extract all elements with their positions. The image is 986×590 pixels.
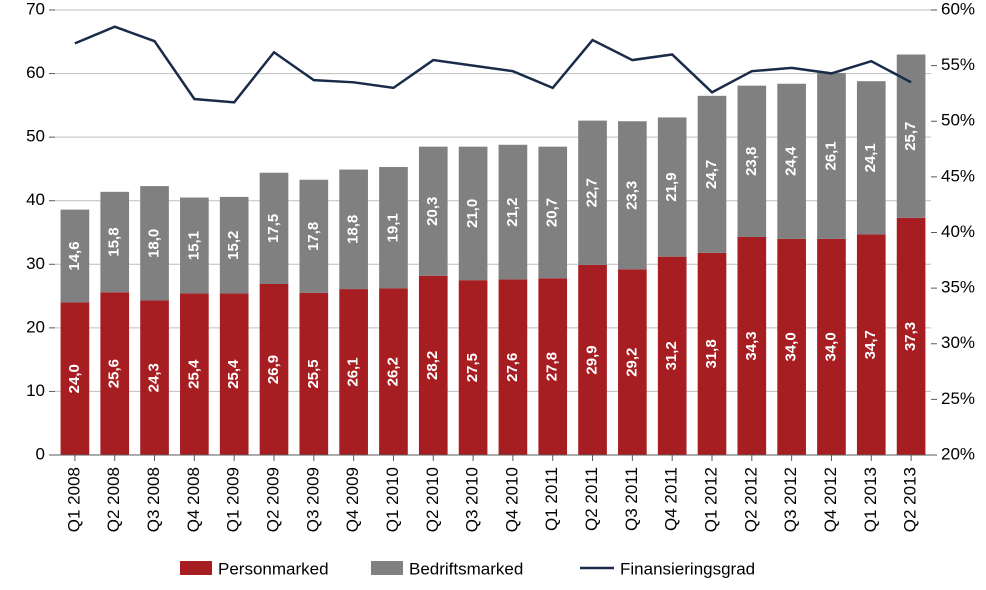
x-category-label: Q1 2013 xyxy=(861,467,880,532)
bar-label-bedriftsmarked: 23,3 xyxy=(623,181,640,210)
bar-label-personmarked: 31,2 xyxy=(663,341,680,370)
x-category-label: Q4 2010 xyxy=(502,467,521,532)
bar-label-bedriftsmarked: 19,1 xyxy=(384,213,401,242)
y-left-tick: 70 xyxy=(26,0,45,18)
y-left-tick: 20 xyxy=(26,317,45,336)
bar-label-personmarked: 26,9 xyxy=(265,355,282,384)
x-category-label: Q2 2011 xyxy=(582,467,601,531)
x-category-label: Q4 2012 xyxy=(821,467,840,532)
bar-label-personmarked: 26,2 xyxy=(384,357,401,386)
x-category-label: Q1 2011 xyxy=(542,467,561,531)
bar-label-bedriftsmarked: 25,7 xyxy=(902,122,919,151)
x-category-label: Q2 2008 xyxy=(104,467,123,532)
bar-label-personmarked: 29,9 xyxy=(584,345,601,374)
bar-label-personmarked: 27,5 xyxy=(464,353,481,382)
x-category-label: Q3 2012 xyxy=(781,467,800,532)
bar-label-personmarked: 26,1 xyxy=(345,357,362,386)
bar-label-bedriftsmarked: 21,2 xyxy=(504,198,521,227)
legend-bedriftsmarked-label: Bedriftsmarked xyxy=(409,559,523,578)
bar-label-bedriftsmarked: 24,1 xyxy=(862,143,879,172)
bar-label-personmarked: 34,7 xyxy=(862,330,879,359)
bar-label-personmarked: 31,8 xyxy=(703,339,720,368)
bar-label-bedriftsmarked: 26,1 xyxy=(822,141,839,170)
bar-label-bedriftsmarked: 14,6 xyxy=(66,241,83,270)
bar-label-personmarked: 25,4 xyxy=(225,359,242,389)
bar-label-bedriftsmarked: 20,7 xyxy=(544,198,561,227)
y-left-tick: 50 xyxy=(26,127,45,146)
bar-label-personmarked: 25,6 xyxy=(106,359,123,388)
x-category-label: Q2 2009 xyxy=(263,467,282,532)
y-left-tick: 40 xyxy=(26,190,45,209)
y-left-tick: 10 xyxy=(26,381,45,400)
x-category-label: Q1 2008 xyxy=(64,467,83,532)
bar-label-personmarked: 27,8 xyxy=(544,352,561,381)
chart: 24,0 14,6 25,6 15,8 24,3 18,0 25,4 15,1 25,4 15,2… xyxy=(0,0,986,590)
bar-label-bedriftsmarked: 23,8 xyxy=(743,147,760,176)
x-category-label: Q3 2008 xyxy=(144,467,163,532)
bar-label-bedriftsmarked: 24,4 xyxy=(783,146,800,176)
y-right-tick: 60% xyxy=(941,0,975,18)
x-category-label: Q2 2013 xyxy=(901,467,920,532)
bar-label-personmarked: 34,0 xyxy=(822,332,839,361)
y-right-tick: 55% xyxy=(941,55,975,74)
legend-bedriftsmarked-swatch xyxy=(371,561,403,575)
bar-label-bedriftsmarked: 20,3 xyxy=(424,197,441,226)
bar-label-bedriftsmarked: 18,8 xyxy=(345,215,362,244)
bar-label-bedriftsmarked: 24,7 xyxy=(703,160,720,189)
bar-label-personmarked: 34,0 xyxy=(783,332,800,361)
x-category-label: Q3 2010 xyxy=(463,467,482,532)
bar-label-bedriftsmarked: 15,1 xyxy=(185,231,202,260)
legend-personmarked-swatch xyxy=(180,561,212,575)
y-left-tick: 60 xyxy=(26,63,45,82)
bar-label-personmarked: 24,3 xyxy=(146,363,163,392)
bar-label-bedriftsmarked: 22,7 xyxy=(584,178,601,207)
x-category-label: Q4 2008 xyxy=(184,467,203,532)
x-category-label: Q1 2012 xyxy=(701,467,720,532)
x-category-label: Q3 2009 xyxy=(303,467,322,532)
y-right-tick: 40% xyxy=(941,222,975,241)
x-category-label: Q1 2009 xyxy=(224,467,243,532)
x-category-label: Q2 2012 xyxy=(741,467,760,532)
bar-label-personmarked: 34,3 xyxy=(743,331,760,360)
bar-label-bedriftsmarked: 18,0 xyxy=(146,229,163,258)
y-right-tick: 20% xyxy=(941,444,975,463)
bar-label-personmarked: 24,0 xyxy=(66,364,83,393)
legend-personmarked-label: Personmarked xyxy=(218,559,329,578)
legend-finansieringsgrad-label: Finansieringsgrad xyxy=(620,559,755,578)
x-category-label: Q4 2009 xyxy=(343,467,362,532)
y-left-tick: 30 xyxy=(26,254,45,273)
bar-label-bedriftsmarked: 17,5 xyxy=(265,214,282,243)
bar-label-personmarked: 27,6 xyxy=(504,353,521,382)
y-right-tick: 25% xyxy=(941,389,975,408)
bar-label-personmarked: 29,2 xyxy=(623,348,640,377)
y-left-tick: 0 xyxy=(36,444,45,463)
bar-label-bedriftsmarked: 17,8 xyxy=(305,222,322,251)
bar-label-personmarked: 25,4 xyxy=(185,359,202,389)
y-right-tick: 35% xyxy=(941,278,975,297)
x-category-label: Q1 2010 xyxy=(383,467,402,532)
y-right-tick: 30% xyxy=(941,333,975,352)
x-category-label: Q4 2011 xyxy=(662,467,681,531)
bar-label-bedriftsmarked: 15,2 xyxy=(225,231,242,260)
y-right-tick: 50% xyxy=(941,111,975,130)
bar-label-personmarked: 37,3 xyxy=(902,322,919,351)
bar-label-bedriftsmarked: 21,0 xyxy=(464,199,481,228)
bar-label-bedriftsmarked: 21,9 xyxy=(663,172,680,201)
bar-label-personmarked: 28,2 xyxy=(424,351,441,380)
bar-label-bedriftsmarked: 15,8 xyxy=(106,227,123,256)
x-category-label: Q2 2010 xyxy=(423,467,442,532)
y-right-tick: 45% xyxy=(941,166,975,185)
bar-label-personmarked: 25,5 xyxy=(305,359,322,388)
x-category-label: Q3 2011 xyxy=(622,467,641,531)
